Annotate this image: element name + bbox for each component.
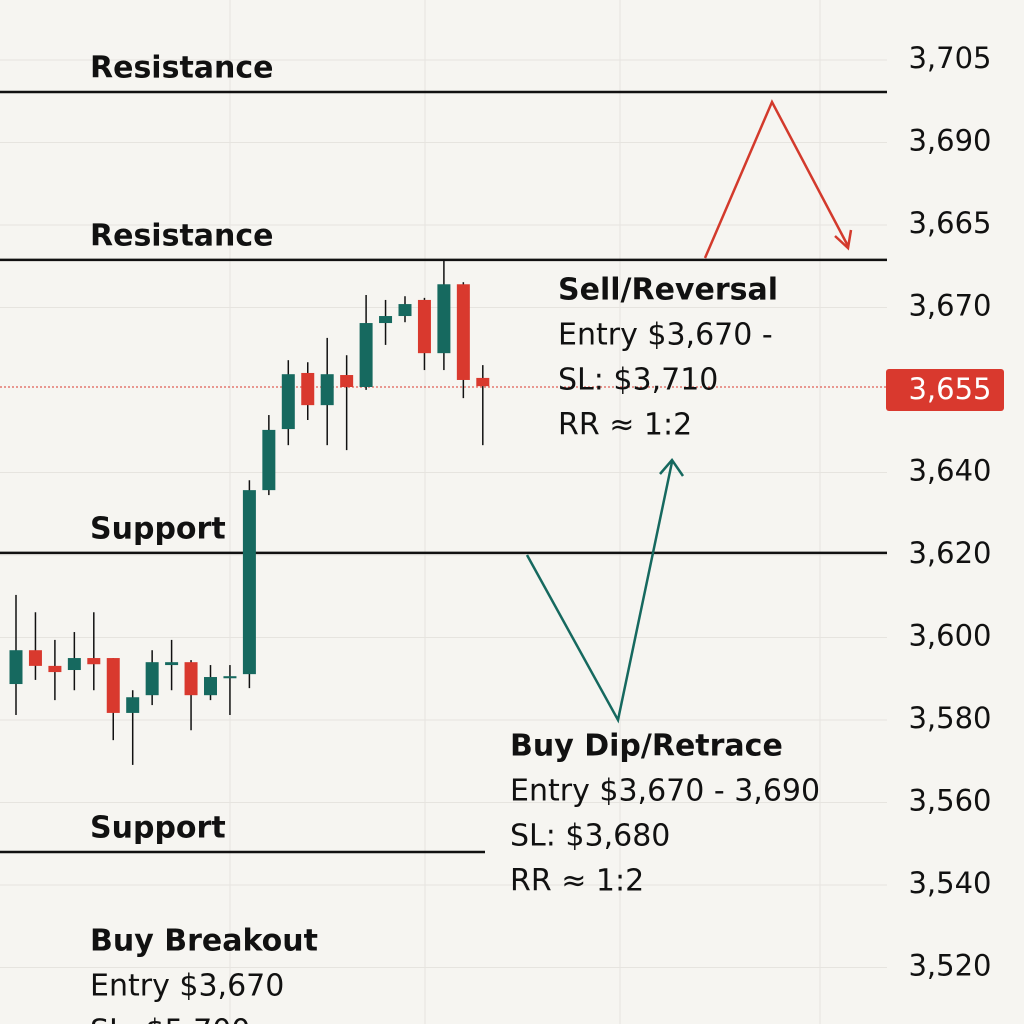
annotation-line: SL: $3,680 (510, 819, 670, 854)
sell-arrow-head (834, 229, 853, 251)
y-tick-label: 3,580 (908, 701, 991, 735)
level-label: Support (90, 511, 226, 546)
candle-body (126, 697, 140, 713)
level-label: Resistance (90, 51, 274, 86)
y-tick-label: 3,665 (908, 206, 991, 240)
y-tick-label: 3,520 (908, 949, 991, 983)
y-tick-label: 3,690 (908, 124, 991, 158)
candle-body (340, 375, 354, 387)
candle-body (417, 299, 431, 354)
candle-body (48, 665, 62, 673)
candle-body (67, 658, 81, 671)
annotation-line: SL: $5,700 (90, 1014, 250, 1024)
annotation-line: Entry $3,670 - (558, 318, 773, 353)
annotations: Sell/Reversal Entry $3,670 - SL: $3,710 RR … (90, 273, 820, 1024)
candle-body (28, 650, 42, 666)
candle-body (262, 429, 276, 491)
candle-body (281, 374, 295, 430)
y-tick-label: 3,540 (908, 866, 991, 900)
candles (9, 259, 490, 765)
candle-body (165, 662, 179, 666)
y-tick-label: 3,620 (908, 536, 991, 570)
candle-body (87, 658, 101, 665)
current-price-label: 3,655 (908, 372, 991, 406)
candle-body (379, 316, 393, 324)
candle-body (204, 677, 217, 696)
candle-body (398, 304, 412, 317)
current-price-badge (886, 369, 1004, 411)
vertical-grid (229, 0, 821, 1024)
sell-arrow (703, 99, 850, 259)
annotation-line: RR ≈ 1:2 (558, 408, 692, 443)
candle-body (320, 374, 334, 406)
annotation-title: Sell/Reversal (558, 273, 778, 308)
arrows (525, 99, 853, 724)
annotation-title: Buy Breakout (90, 924, 318, 959)
y-tick-label: 3,560 (908, 784, 991, 818)
annotation-line: Entry $3,670 - 3,690 (510, 774, 820, 809)
level-label: Resistance (90, 218, 274, 253)
levels: Resistance Resistance Support Support (0, 51, 887, 854)
candle-body (106, 658, 120, 713)
annotation-line: Entry $3,670 (90, 969, 284, 1004)
level-label: Support (90, 810, 226, 845)
y-tick-label: 3,705 (908, 41, 991, 75)
y-tick-label: 3,670 (908, 289, 991, 323)
candle-body (242, 490, 256, 675)
candle-body (223, 676, 237, 679)
annotation-line: SL: $3,710 (558, 363, 718, 398)
annotation-title: Buy Dip/Retrace (510, 729, 783, 764)
candle-body (456, 284, 470, 380)
y-axis: 3,705 3,690 3,665 3,670 3,655 3,640 3,620 3,600… (886, 41, 1004, 983)
grid (0, 59, 887, 968)
y-tick-label: 3,640 (908, 454, 991, 488)
buy-arrow (525, 461, 674, 724)
candle-body (437, 284, 451, 354)
candle-body (145, 662, 159, 696)
annotation-line: RR ≈ 1:2 (510, 864, 644, 899)
buy-arrow-head (659, 457, 685, 477)
candle-body (476, 377, 490, 387)
candle-body (184, 662, 198, 696)
candle-body (301, 372, 315, 406)
candle-body (359, 323, 373, 387)
y-tick-label: 3,600 (908, 619, 991, 653)
candle-body (9, 650, 23, 685)
